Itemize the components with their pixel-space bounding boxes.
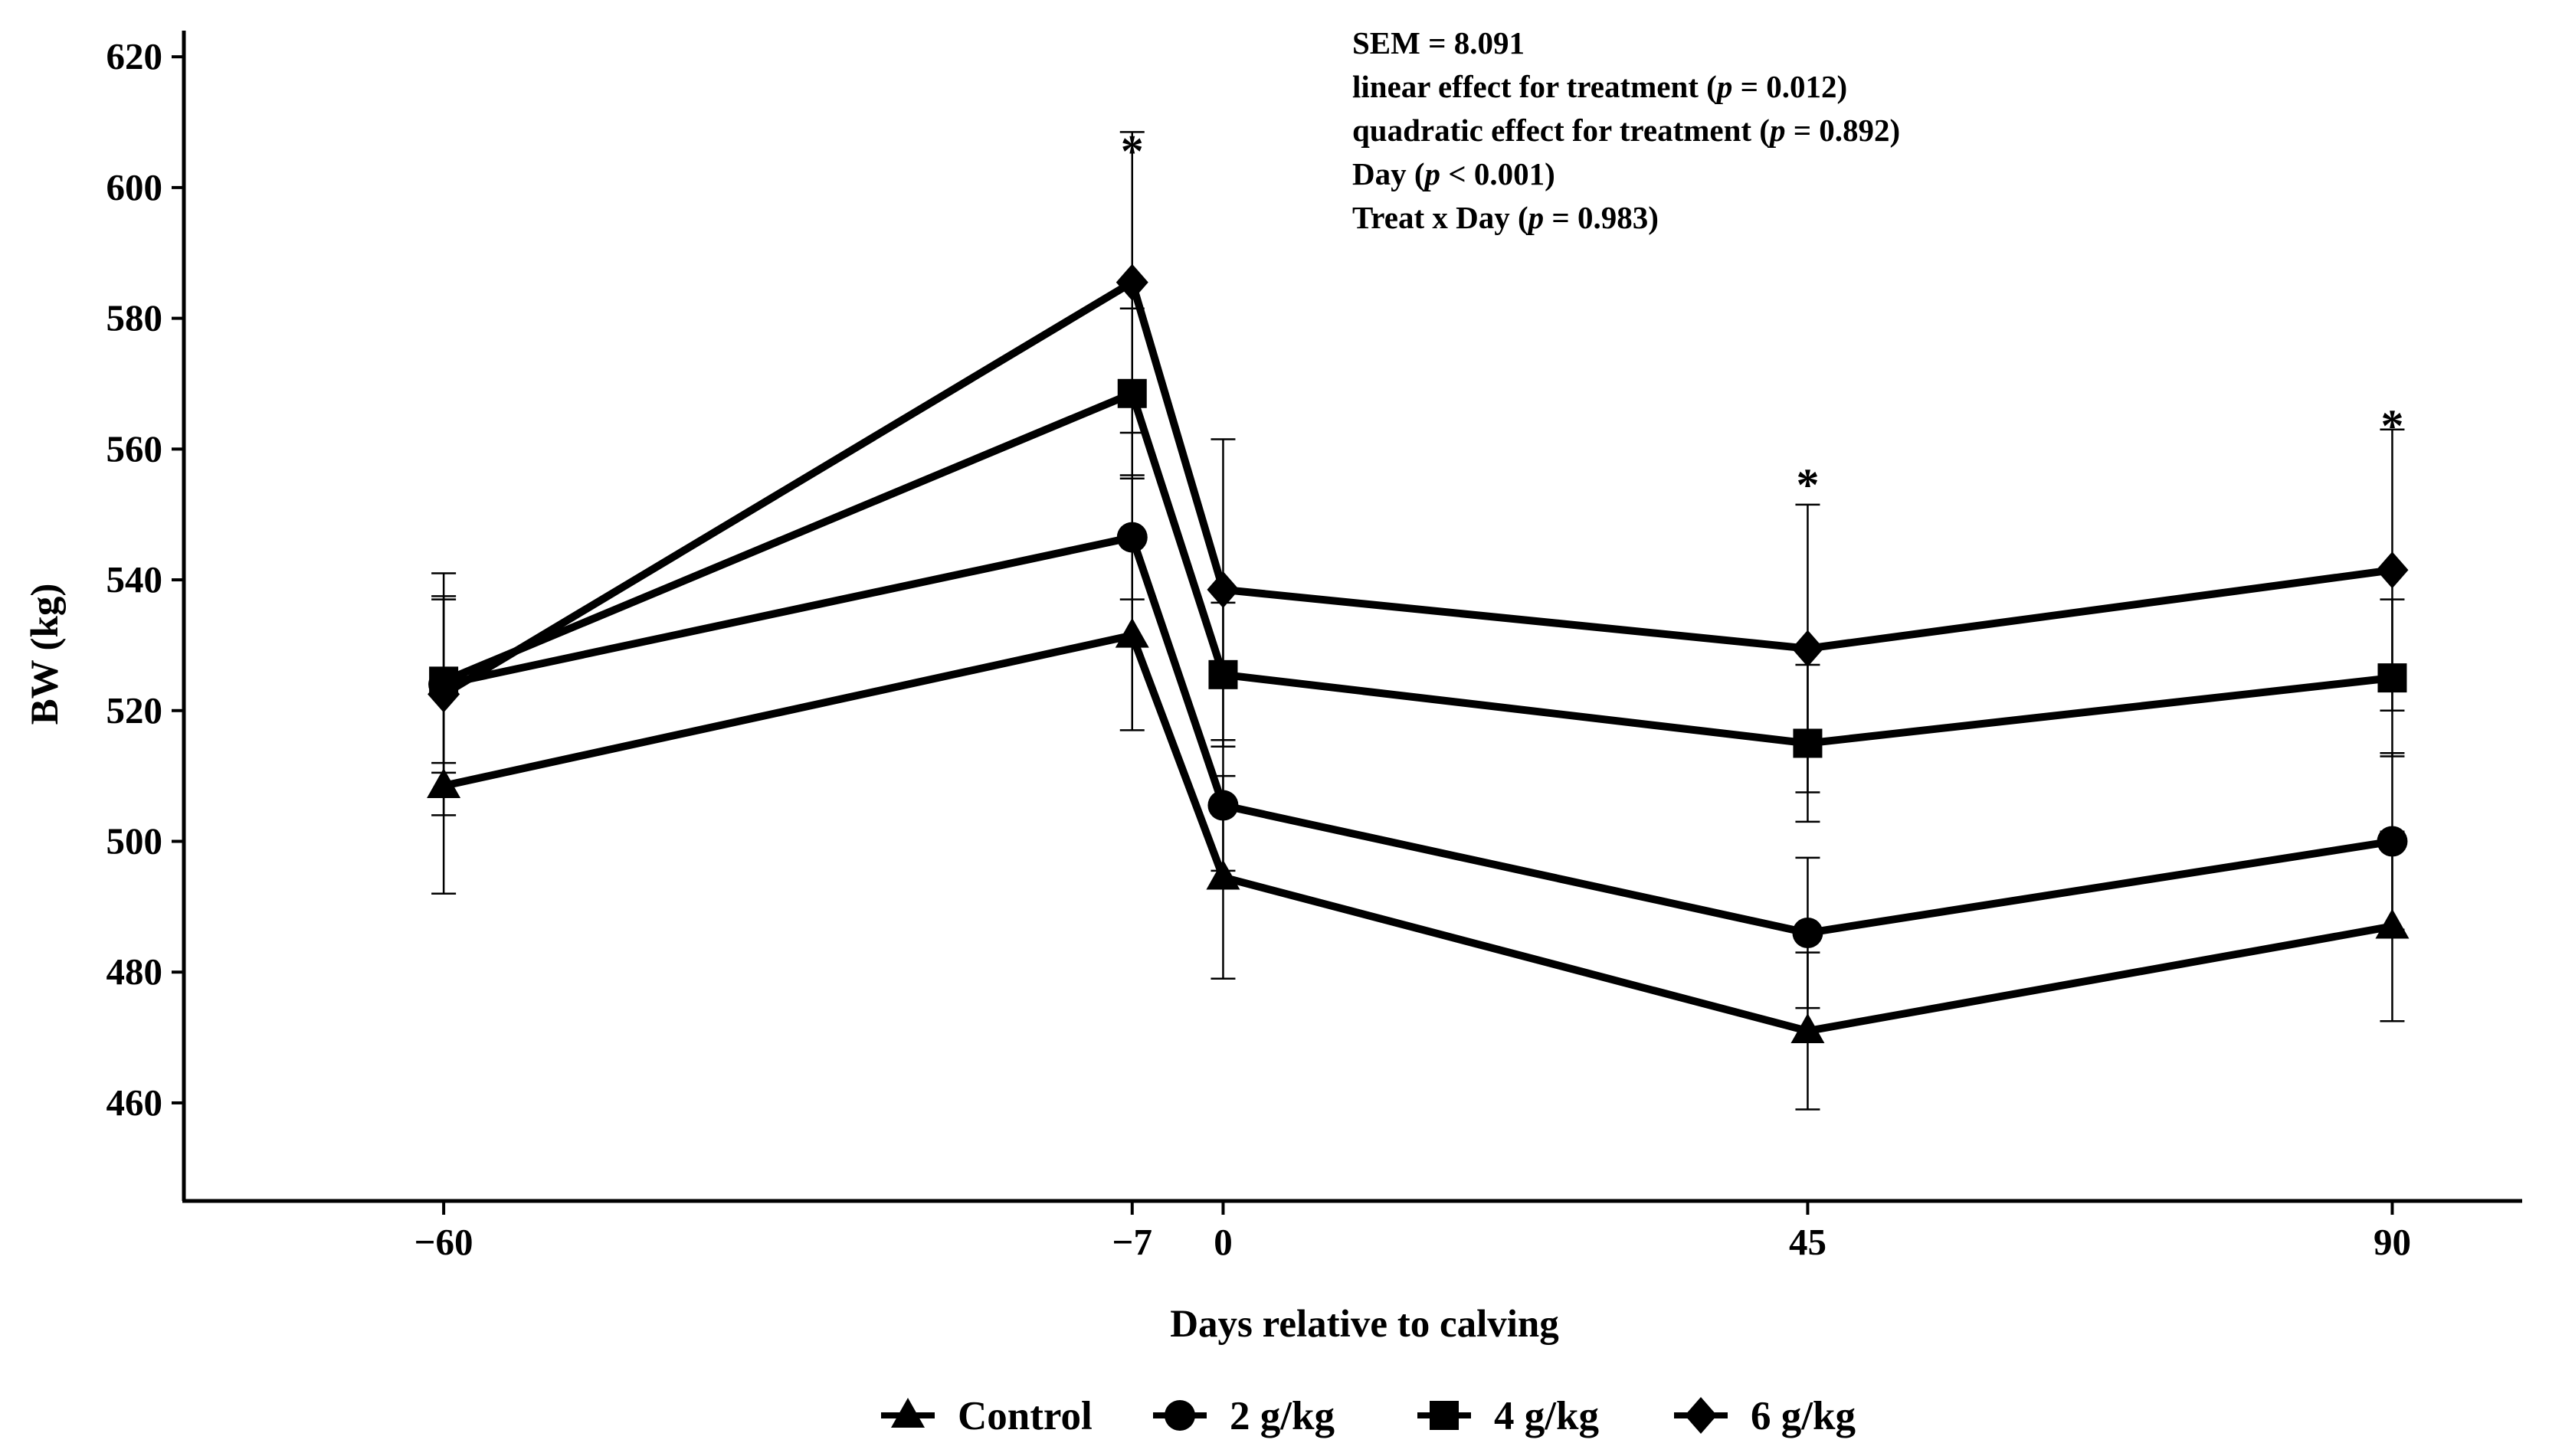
legend-item-circle: 2 g/kg [1153,1394,1335,1438]
significance-markers: * * * [1121,126,2404,510]
stats-line: linear effect for treatment (p = 0.012) [1352,69,1847,104]
x-axis-title: Days relative to calving [1170,1303,1559,1346]
stats-text: Day ( [1352,156,1425,191]
x-tick-label: 45 [1789,1221,1826,1263]
stats-text: p [1526,200,1545,235]
series-diamond [428,131,2409,816]
y-tick-label: 620 [106,35,163,77]
stats-line: Treat x Day (p = 0.983) [1352,200,1659,235]
stats-text: p [1768,113,1786,148]
data-point-circle [1207,790,1239,821]
x-tick-label: 0 [1214,1221,1233,1263]
y-tick-label: 500 [106,820,163,862]
x-tick-label: −60 [414,1221,473,1263]
legend-marker-square [1430,1401,1459,1430]
y-tick-label: 540 [106,558,163,600]
stats-text: = 0.892) [1785,113,1900,148]
y-axis-title: BW (kg) [24,584,67,725]
significance-star: * [2380,401,2403,451]
stats-text: < 0.001) [1440,156,1555,191]
stats-line: Day (p < 0.001) [1352,156,1555,191]
x-tick-label: −7 [1112,1221,1152,1263]
data-point-diamond [1207,571,1240,608]
legend-item-square: 4 g/kg [1417,1394,1599,1438]
data-point-diamond [428,676,460,713]
data-point-triangle [1115,617,1149,648]
legend-label: 6 g/kg [1751,1394,1856,1438]
series-line [441,276,2393,698]
legend-marker-circle [1165,1400,1195,1431]
stats-text: p [1423,156,1441,191]
legend-label: 2 g/kg [1230,1394,1335,1438]
y-tick-label: 520 [106,689,163,731]
legend-label: Control [958,1394,1093,1438]
y-tick-label: 460 [106,1081,163,1124]
stats-text: p [1715,69,1733,104]
series-layer [427,131,2410,1111]
legend: Control 2 g/kg 4 g/kg 6 g/kg [881,1394,1856,1438]
y-tick-label: 560 [106,427,163,470]
data-point-triangle [1206,859,1240,890]
data-point-diamond [1116,263,1148,301]
y-tick-label: 600 [106,166,163,208]
y-tick-label: 580 [106,297,163,339]
data-point-diamond [1791,630,1824,667]
stats-line: SEM = 8.091 [1352,25,1525,61]
significance-star: * [1796,460,1819,510]
stats-text: SEM = 8.091 [1352,25,1525,61]
legend-marker-diamond [1685,1397,1717,1434]
data-point-diamond [2376,551,2409,589]
legend-label: 4 g/kg [1494,1394,1599,1438]
data-point-triangle [1790,1013,1825,1044]
stats-text: linear effect for treatment ( [1352,69,1717,104]
data-point-circle [1116,522,1148,553]
y-tick-label: 480 [106,950,163,993]
stats-text: = 0.012) [1732,69,1847,104]
series-line [442,388,2393,748]
stats-line: quadratic effect for treatment (p = 0.89… [1352,113,1900,148]
y-axis: 460 480 500 520 540 560 580 600 620 [106,31,186,1201]
stats-text: quadratic effect for treatment ( [1352,113,1770,148]
stats-text: = 0.983) [1544,200,1659,235]
legend-item-triangle: Control [881,1394,1093,1438]
x-tick-label: 90 [2374,1221,2411,1263]
significance-star: * [1121,126,1144,177]
stats-text: Treat x Day ( [1352,200,1528,235]
legend-item-diamond: 6 g/kg [1674,1394,1856,1438]
series-line [443,532,2393,937]
data-point-circle [2377,826,2408,857]
series-square [429,307,2407,823]
x-axis: −60 −7 0 45 90 [182,1199,2522,1263]
legend-marker-triangle [891,1398,925,1428]
data-point-circle [1792,918,1823,949]
stats-annotation: SEM = 8.091 linear effect for treatment (… [1352,25,1900,235]
